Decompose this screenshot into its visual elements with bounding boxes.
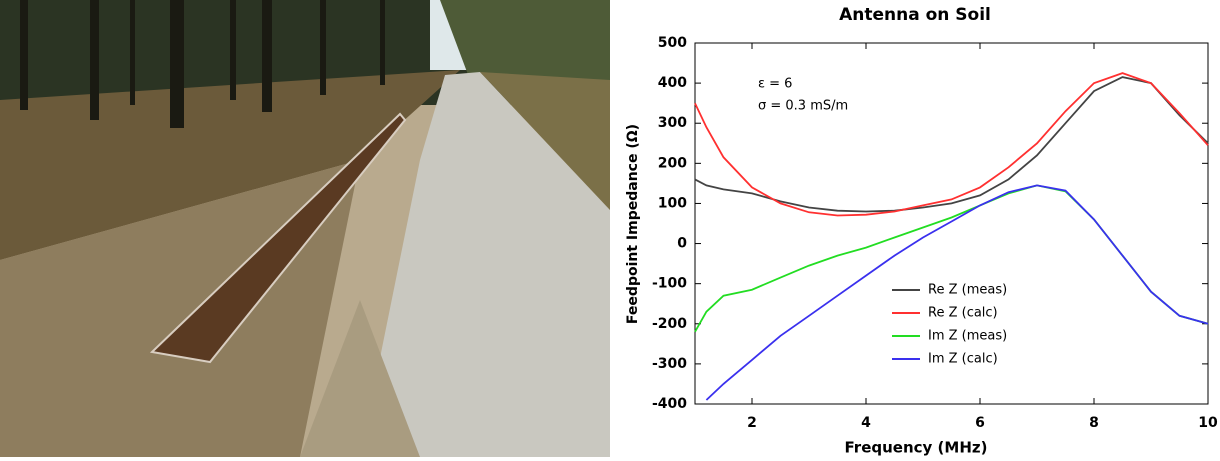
legend-label: Re Z (calc)	[928, 306, 998, 321]
photo	[0, 0, 610, 457]
y-tick-label: 100	[658, 195, 687, 211]
y-tick-label: -200	[652, 316, 687, 332]
annotation: ε = 6	[758, 77, 792, 92]
x-axis-label: Frequency (MHz)	[845, 439, 988, 457]
legend-label: Im Z (meas)	[928, 329, 1007, 344]
y-tick-label: 200	[658, 155, 687, 171]
y-tick-label: -400	[652, 396, 687, 412]
x-tick-label: 4	[861, 415, 871, 431]
legend-label: Re Z (meas)	[928, 283, 1007, 298]
series-line	[695, 77, 1208, 211]
y-tick-label: 500	[658, 35, 687, 51]
annotation: σ = 0.3 mS/m	[758, 99, 848, 114]
x-tick-label: 10	[1198, 415, 1218, 431]
x-tick-label: 2	[747, 415, 757, 431]
y-axis-label: Feedpoint Impedance (Ω)	[625, 124, 641, 324]
plot-frame	[695, 43, 1208, 404]
chart-title: Antenna on Soil	[839, 5, 991, 25]
series-line	[695, 73, 1208, 215]
x-tick-label: 6	[975, 415, 985, 431]
y-tick-label: -300	[652, 356, 687, 372]
y-tick-label: 400	[658, 75, 687, 91]
y-tick-label: 300	[658, 115, 687, 131]
legend-label: Im Z (calc)	[928, 352, 998, 367]
y-tick-label: 0	[677, 236, 687, 252]
x-tick-label: 8	[1089, 415, 1099, 431]
page: Antenna on Soil Frequency (MHz) Feedpoin…	[0, 0, 1220, 457]
y-tick-label: -100	[652, 276, 687, 292]
